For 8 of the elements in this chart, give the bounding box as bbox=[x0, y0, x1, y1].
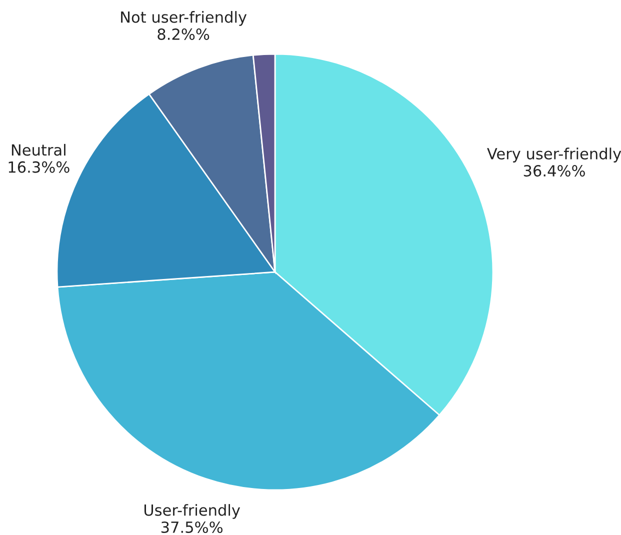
slice-label: Very user-friendly bbox=[487, 148, 621, 162]
data-label: 8.2%% bbox=[158, 28, 210, 40]
data-label: 37.5%% bbox=[161, 521, 223, 534]
slice-label: Neutral bbox=[12, 144, 66, 156]
slice-label: Not user-friendly bbox=[121, 11, 247, 26]
slice-label: User-friendly bbox=[144, 504, 240, 519]
data-label: 16.3%% bbox=[8, 161, 70, 173]
data-label: 36.4%% bbox=[524, 165, 585, 177]
